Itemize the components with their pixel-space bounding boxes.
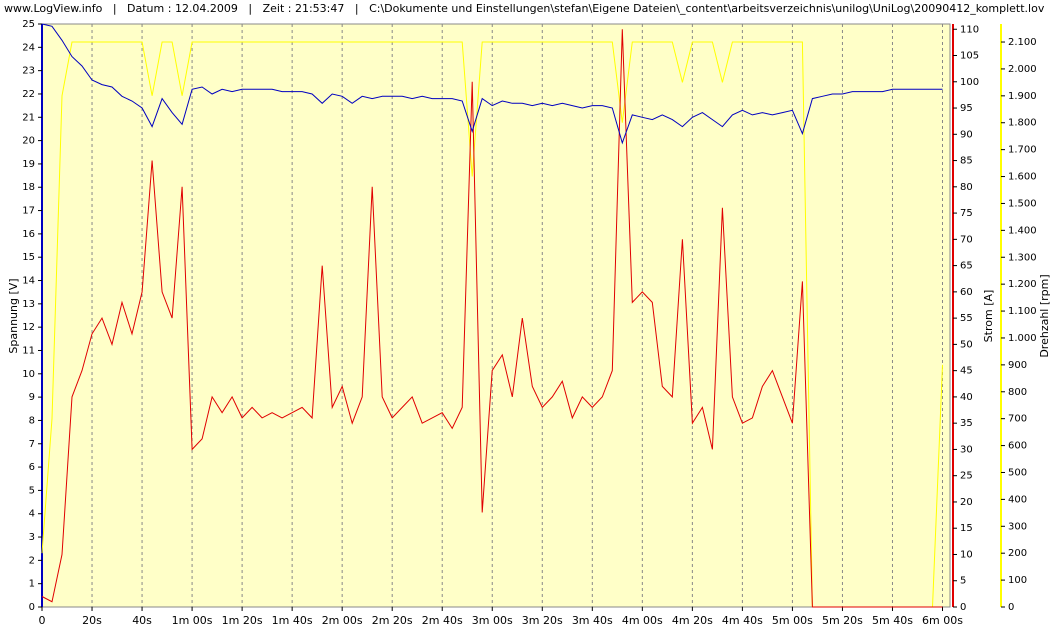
x-tick-label: 4m 20s <box>672 614 713 627</box>
y-tick-label: 13 <box>22 299 35 310</box>
y2-tick-label: 0 <box>960 602 966 613</box>
y-tick-label: 14 <box>22 276 35 287</box>
x-tick-label: 1m 40s <box>272 614 313 627</box>
y2-tick-label: 70 <box>960 234 973 245</box>
y2-tick-label: 65 <box>960 261 973 272</box>
y2-tick-label: 100 <box>960 77 979 88</box>
x-tick-label: 5m 20s <box>822 614 863 627</box>
y-tick-label: 5 <box>29 485 35 496</box>
series-line <box>41 41 943 608</box>
y-tick-label: 21 <box>22 112 35 123</box>
x-tick-label: 5m 40s <box>872 614 913 627</box>
x-tick-label: 40s <box>132 614 152 627</box>
y-tick-label: 12 <box>22 322 35 333</box>
y-tick-label: 8 <box>29 415 35 426</box>
y3-tick-label: 0 <box>1008 602 1014 613</box>
x-tick-label: 6m 00s <box>922 614 963 627</box>
y2-tick-label: 60 <box>960 287 973 298</box>
y2-tick-label: 40 <box>960 392 973 403</box>
y3-tick-label: 1.300 <box>1008 252 1037 263</box>
x-tick-label: 1m 00s <box>172 614 213 627</box>
y-tick-label: 4 <box>29 509 35 520</box>
y-tick-label: 2 <box>29 555 35 566</box>
y3-tick-label: 1.900 <box>1008 91 1037 102</box>
y3-tick-label: 1.700 <box>1008 145 1037 156</box>
y2-tick-label: 95 <box>960 103 973 114</box>
y-tick-label: 17 <box>22 206 35 217</box>
y2-axis-title: Strom [A] <box>982 290 995 343</box>
y-tick-label: 7 <box>29 439 35 450</box>
y3-tick-label: 1.100 <box>1008 306 1037 317</box>
x-tick-label: 1m 20s <box>222 614 263 627</box>
y-tick-label: 15 <box>22 252 35 263</box>
y-tick-label: 6 <box>29 462 35 473</box>
y3-tick-label: 1.200 <box>1008 279 1037 290</box>
y2-tick-label: 105 <box>960 51 979 62</box>
y3-tick-label: 100 <box>1008 575 1027 586</box>
y3-tick-label: 1.500 <box>1008 198 1037 209</box>
y3-tick-label: 2.000 <box>1008 64 1037 75</box>
y2-tick-label: 15 <box>960 523 973 534</box>
y-tick-label: 0 <box>29 602 35 613</box>
y3-tick-label: 2.100 <box>1008 37 1037 48</box>
y3-tick-label: 1.800 <box>1008 118 1037 129</box>
y-tick-label: 16 <box>22 229 35 240</box>
y3-tick-label: 800 <box>1008 387 1027 398</box>
series-line <box>41 23 943 145</box>
y3-tick-label: 400 <box>1008 494 1027 505</box>
y2-tick-label: 50 <box>960 339 973 350</box>
y2-tick-label: 35 <box>960 418 973 429</box>
plot-background <box>41 23 951 608</box>
y2-tick-label: 85 <box>960 156 973 167</box>
y-tick-label: 25 <box>22 19 35 30</box>
y3-tick-label: 200 <box>1008 548 1027 559</box>
y2-tick-label: 10 <box>960 549 973 560</box>
x-tick-label: 4m 00s <box>622 614 663 627</box>
x-tick-label: 4m 40s <box>722 614 763 627</box>
y2-tick-label: 5 <box>960 576 966 587</box>
y3-tick-label: 600 <box>1008 441 1027 452</box>
y2-tick-label: 20 <box>960 497 973 508</box>
y2-tick-label: 90 <box>960 129 973 140</box>
y-tick-label: 18 <box>22 182 35 193</box>
y3-axis-title: Drehzahl [rpm] <box>1038 274 1051 357</box>
y2-tick-label: 45 <box>960 366 973 377</box>
y-tick-label: 10 <box>22 369 35 380</box>
x-tick-label: 20s <box>82 614 102 627</box>
x-tick-label: 2m 00s <box>322 614 363 627</box>
y-tick-label: 11 <box>22 345 35 356</box>
x-tick-label: 0 <box>39 614 46 627</box>
y2-tick-label: 55 <box>960 313 973 324</box>
series-line <box>41 29 943 608</box>
y3-tick-label: 700 <box>1008 414 1027 425</box>
y3-tick-label: 1.400 <box>1008 225 1037 236</box>
y-tick-label: 3 <box>29 532 35 543</box>
y-tick-label: 24 <box>22 42 35 53</box>
y2-tick-label: 30 <box>960 444 973 455</box>
y3-tick-label: 900 <box>1008 360 1027 371</box>
y3-tick-label: 300 <box>1008 521 1027 532</box>
y-tick-label: 9 <box>29 392 35 403</box>
y-tick-label: 20 <box>22 136 35 147</box>
y-tick-label: 23 <box>22 66 35 77</box>
y-axis-title: Spannung [V] <box>7 278 20 353</box>
y3-tick-label: 500 <box>1008 467 1027 478</box>
y3-tick-label: 1.600 <box>1008 172 1037 183</box>
x-tick-label: 2m 40s <box>422 614 463 627</box>
y2-tick-label: 80 <box>960 182 973 193</box>
y-tick-label: 19 <box>22 159 35 170</box>
x-tick-label: 3m 40s <box>572 614 613 627</box>
x-tick-label: 5m 00s <box>772 614 813 627</box>
x-tick-label: 3m 00s <box>472 614 513 627</box>
y-tick-label: 22 <box>22 89 35 100</box>
x-tick-label: 2m 20s <box>372 614 413 627</box>
x-tick-label: 3m 20s <box>522 614 563 627</box>
y3-tick-label: 1.000 <box>1008 333 1037 344</box>
y2-tick-label: 75 <box>960 208 973 219</box>
y-tick-label: 1 <box>29 579 35 590</box>
header: www.LogView.info | Datum : 12.04.2009 | … <box>4 2 1045 15</box>
y2-tick-label: 25 <box>960 471 973 482</box>
y2-tick-label: 110 <box>960 24 979 35</box>
